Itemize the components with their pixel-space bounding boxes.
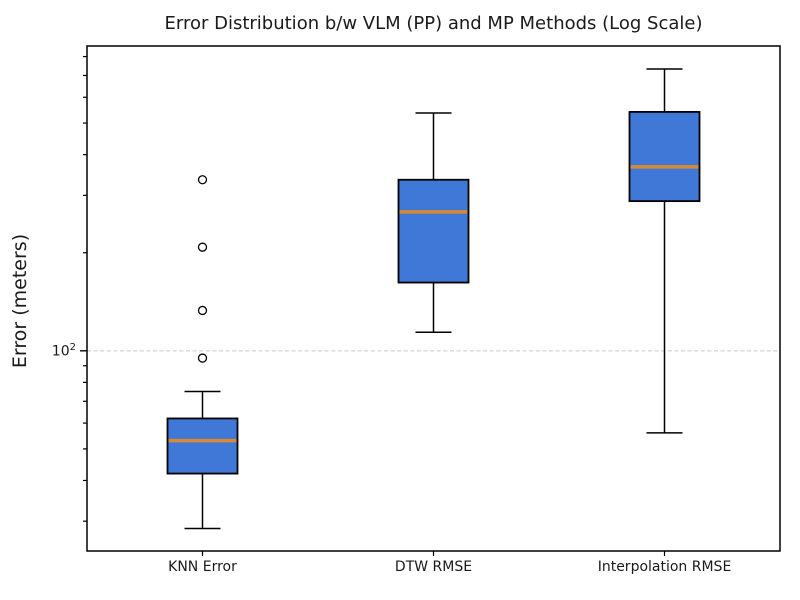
outlier-0-1: [197, 305, 208, 316]
y-tick-exponent: 2: [69, 341, 76, 353]
outlier-0-0: [197, 353, 208, 363]
outlier-0-2: [197, 242, 208, 252]
chart-title: Error Distribution b/w VLM (PP) and MP M…: [164, 13, 703, 34]
y-tick-label-100: 102: [26, 342, 76, 360]
y-tick-base: 10: [51, 343, 70, 360]
box-2: [628, 111, 701, 203]
outlier-0-3: [197, 175, 208, 185]
x-tick-label-dtw-rmse: DTW RMSE: [394, 559, 473, 575]
x-tick-label-interpolation-rmse: Interpolation RMSE: [597, 559, 732, 575]
axes-frame: [86, 45, 781, 552]
x-tick-label-knn-error: KNN Error: [168, 559, 237, 575]
box-1: [397, 178, 470, 284]
box-0: [166, 417, 239, 475]
